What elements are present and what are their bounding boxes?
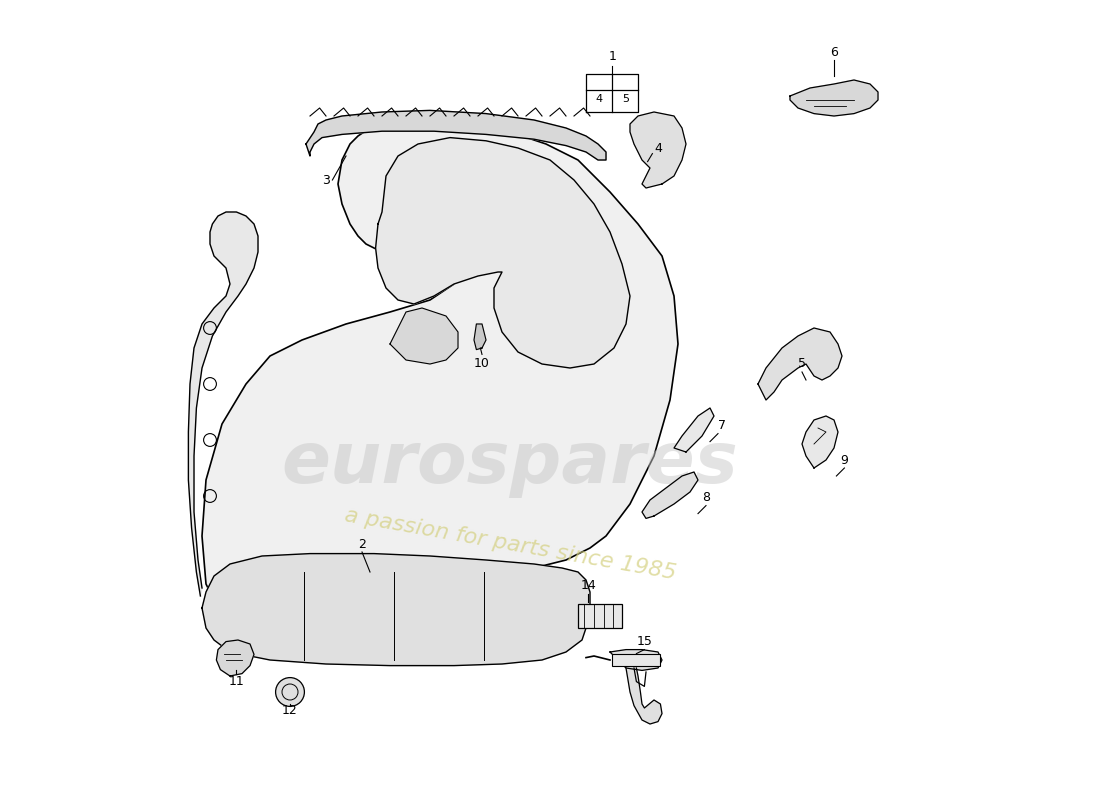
Text: 2: 2 xyxy=(359,538,366,550)
Polygon shape xyxy=(202,124,678,600)
Polygon shape xyxy=(306,110,606,160)
Polygon shape xyxy=(790,80,878,116)
Polygon shape xyxy=(217,640,254,676)
Polygon shape xyxy=(758,328,842,400)
Text: 9: 9 xyxy=(840,454,848,466)
Polygon shape xyxy=(375,138,630,368)
Text: a passion for parts since 1985: a passion for parts since 1985 xyxy=(342,505,678,583)
Text: 12: 12 xyxy=(282,704,298,717)
Text: 1: 1 xyxy=(608,50,616,62)
Text: 4: 4 xyxy=(595,94,603,104)
Text: eurospares: eurospares xyxy=(282,430,738,498)
Text: 8: 8 xyxy=(702,491,710,504)
Text: 14: 14 xyxy=(581,579,596,592)
Polygon shape xyxy=(626,668,662,724)
Text: 4: 4 xyxy=(654,142,662,154)
Text: 10: 10 xyxy=(474,358,490,370)
Bar xyxy=(612,654,660,666)
Text: 5: 5 xyxy=(623,94,629,104)
Text: 7: 7 xyxy=(718,419,726,432)
Text: 5: 5 xyxy=(798,358,806,370)
Polygon shape xyxy=(188,212,258,596)
Polygon shape xyxy=(474,324,486,350)
Polygon shape xyxy=(390,308,458,364)
Text: 6: 6 xyxy=(830,46,838,58)
Text: 11: 11 xyxy=(229,675,244,688)
Polygon shape xyxy=(802,416,838,468)
Polygon shape xyxy=(202,554,590,666)
Polygon shape xyxy=(610,650,662,670)
Circle shape xyxy=(276,678,305,706)
Polygon shape xyxy=(630,112,686,188)
Text: 3: 3 xyxy=(322,174,330,186)
FancyBboxPatch shape xyxy=(578,604,621,628)
Text: 15: 15 xyxy=(637,635,652,648)
Polygon shape xyxy=(674,408,714,452)
Polygon shape xyxy=(642,472,698,518)
